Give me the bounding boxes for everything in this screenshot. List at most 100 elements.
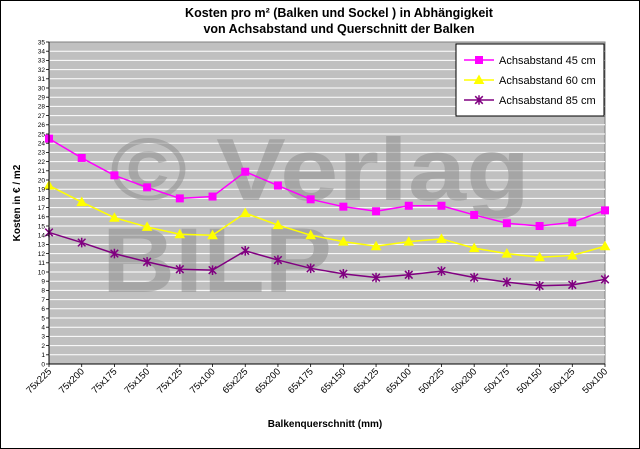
legend-marker [474, 95, 484, 105]
series-1 [45, 134, 609, 230]
y-tick-label: 1 [41, 352, 45, 359]
y-tick-label: 21 [38, 168, 46, 175]
series-line [48, 137, 606, 227]
data-point [436, 233, 447, 243]
y-tick-label: 25 [38, 131, 46, 138]
data-point [403, 236, 415, 246]
y-tick-label: 23 [38, 150, 46, 157]
data-point [469, 272, 479, 283]
legend-marker [473, 74, 485, 84]
data-point [599, 240, 611, 251]
data-point [273, 255, 283, 265]
data-point [404, 269, 414, 280]
data-point [175, 194, 184, 203]
series-line [48, 231, 606, 287]
data-point [501, 248, 513, 258]
y-tick-label: 22 [38, 159, 46, 166]
y-tick-label: 2 [41, 343, 45, 350]
data-point [143, 183, 152, 192]
y-tick-label: 33 [38, 58, 46, 65]
data-point [601, 206, 609, 215]
data-point [404, 201, 413, 210]
data-point [534, 251, 545, 262]
y-tick-label: 6 [41, 306, 45, 313]
y-tick-label: 12 [38, 251, 46, 258]
y-tick-label: 31 [38, 76, 46, 83]
y-tick-label: 24 [38, 141, 46, 148]
data-point [110, 248, 119, 259]
data-point [370, 240, 382, 251]
data-point [239, 207, 251, 218]
data-point [566, 249, 578, 260]
y-tick-label: 20 [38, 177, 46, 184]
chart-title-line1: Kosten pro m² (Balken und Sockel ) in Ab… [185, 6, 494, 20]
data-point [174, 228, 186, 239]
y-tick-label: 7 [41, 297, 45, 304]
y-tick-label: 26 [38, 122, 46, 129]
legend-label: Achsabstand 60 cm [499, 75, 596, 87]
data-point [337, 236, 349, 246]
y-tick-label: 19 [38, 187, 46, 194]
legend-item: Achsabstand 60 cm [464, 74, 596, 87]
y-tick-label: 30 [38, 85, 46, 92]
y-tick-label: 0 [41, 361, 45, 368]
watermark: © Verlag BILP [102, 120, 530, 312]
y-tick-label: 4 [41, 325, 45, 332]
data-point [273, 181, 282, 190]
y-tick-label: 16 [38, 214, 46, 221]
data-point [241, 167, 250, 176]
data-point [437, 201, 446, 210]
data-point [77, 237, 87, 248]
x-axis-title: Balkenquerschnitt (mm) [268, 419, 382, 430]
series-2 [43, 180, 611, 262]
y-tick-label: 35 [38, 39, 46, 46]
y-tick-label: 28 [38, 104, 46, 111]
y-axis-ticks: 0123456789101112131415161718192021222324… [38, 39, 50, 368]
legend-item: Achsabstand 85 cm [464, 95, 596, 107]
data-point [468, 242, 480, 253]
y-tick-label: 13 [38, 242, 46, 249]
legend-label: Achsabstand 45 cm [499, 55, 596, 67]
data-point [207, 229, 218, 240]
y-tick-label: 15 [38, 223, 46, 230]
y-tick-label: 10 [38, 269, 46, 276]
data-point [305, 229, 317, 240]
legend-item: Achsabstand 45 cm [464, 55, 596, 67]
data-point [502, 219, 511, 228]
watermark-line1: © Verlag [110, 120, 530, 219]
data-point [77, 153, 86, 162]
data-point [142, 257, 152, 267]
y-tick-label: 9 [41, 279, 45, 286]
data-point [306, 195, 315, 204]
legend: Achsabstand 45 cm Achsabstand 60 cm Achsab… [455, 43, 605, 117]
data-point [109, 212, 120, 222]
data-point [175, 264, 185, 275]
y-tick-label: 14 [38, 233, 46, 240]
chart-title-line2: von Achsabstand und Querschnitt der Balk… [203, 22, 474, 36]
data-point [600, 274, 610, 285]
y-axis-title: Kosten in € / m2 [12, 164, 23, 241]
data-point [371, 272, 381, 283]
y-tick-label: 11 [38, 260, 45, 267]
y-tick-label: 18 [38, 196, 46, 203]
legend-label: Achsabstand 85 cm [499, 95, 596, 107]
data-point [76, 196, 88, 207]
data-point [535, 281, 544, 291]
y-tick-label: 5 [41, 315, 45, 322]
data-point [141, 221, 153, 231]
data-point [208, 265, 217, 275]
series-line [48, 184, 606, 259]
data-point [372, 207, 381, 216]
data-point [339, 269, 348, 279]
data-point [568, 218, 577, 227]
data-point [110, 171, 119, 180]
data-point [535, 222, 544, 230]
data-point [240, 246, 250, 256]
y-tick-label: 17 [38, 205, 46, 212]
y-tick-label: 32 [38, 67, 46, 74]
y-tick-label: 29 [38, 95, 46, 102]
y-tick-label: 27 [38, 113, 46, 120]
data-point [339, 202, 348, 211]
legend-marker [475, 56, 483, 64]
